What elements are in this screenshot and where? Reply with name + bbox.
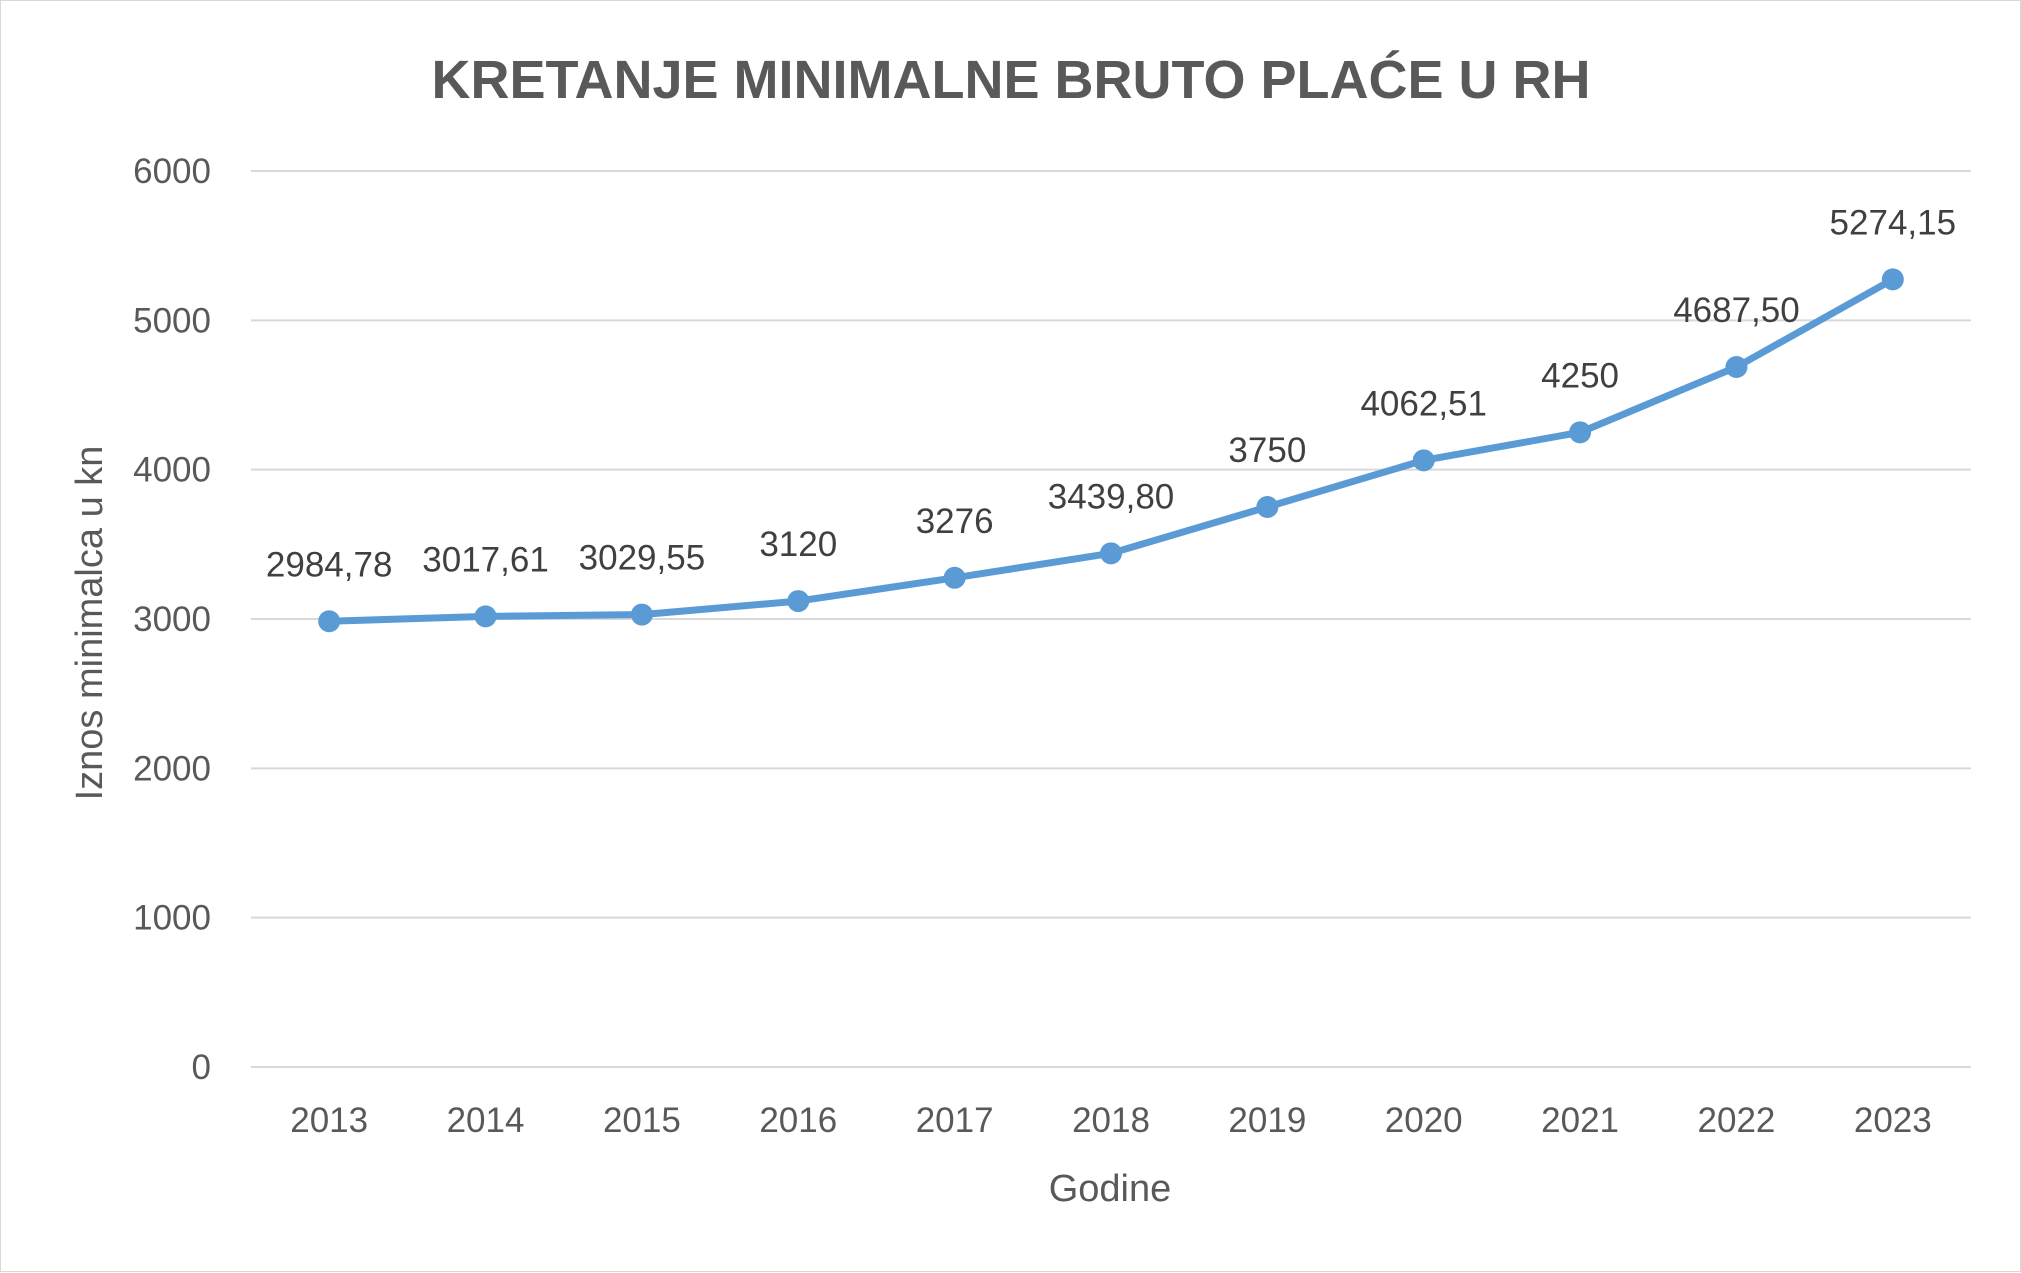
series-line [325,275,1897,625]
data-label: 3750 [1228,431,1306,470]
x-axis-title: Godine [1049,1168,1172,1210]
data-point [1881,268,1904,291]
data-label: 2984,78 [266,545,393,584]
data-markers [318,268,1904,633]
y-tick-label: 6000 [133,152,211,191]
data-point [943,566,966,589]
y-tick-label: 2000 [133,749,211,788]
x-tick-label: 2019 [1228,1101,1306,1140]
x-tick-label: 2015 [603,1101,681,1140]
data-point [318,610,341,633]
data-label: 5274,15 [1830,203,1957,242]
data-label: 3029,55 [579,539,706,578]
data-label: 3017,61 [422,540,549,579]
data-point [1725,356,1748,378]
data-point [1256,496,1279,518]
y-tick-label: 1000 [133,899,211,938]
x-tick-label: 2016 [759,1101,837,1140]
x-tick-label: 2018 [1072,1101,1150,1140]
x-tick-label: 2023 [1854,1101,1932,1140]
data-label: 3120 [759,525,837,564]
data-label: 4250 [1541,356,1619,395]
y-tick-label: 0 [192,1048,211,1087]
data-point [630,603,653,626]
y-axis-ticks: 0 1000 2000 3000 4000 5000 6000 [133,152,211,1087]
data-point [1412,449,1435,472]
data-label: 4687,50 [1673,291,1800,330]
data-label: 3276 [916,502,994,541]
y-axis-title: Iznos minimalca u kn [69,446,111,801]
data-labels: 2984,78 3017,61 3029,55 3120 3276 3439,80 3750… [266,203,1956,584]
x-axis-ticks: 2013 2014 2015 2016 2017 2018 2019 2020 2021 2022… [290,1101,1932,1140]
x-tick-label: 2021 [1541,1101,1619,1140]
y-tick-label: 3000 [133,600,211,639]
x-tick-label: 2014 [447,1101,525,1140]
x-tick-label: 2020 [1385,1101,1463,1140]
data-label: 3439,80 [1048,477,1175,516]
x-tick-label: 2022 [1698,1101,1776,1140]
y-tick-label: 4000 [133,451,211,490]
data-point [474,605,497,628]
x-tick-label: 2013 [290,1101,368,1140]
data-point [1100,542,1122,565]
y-tick-label: 5000 [133,301,211,340]
data-label: 4062,51 [1360,384,1487,423]
chart-title: KRETANJE MINIMALNE BRUTO PLAĆE U RH [431,50,1590,110]
x-tick-label: 2017 [916,1101,994,1140]
data-point [1569,421,1592,444]
data-point [787,590,810,613]
